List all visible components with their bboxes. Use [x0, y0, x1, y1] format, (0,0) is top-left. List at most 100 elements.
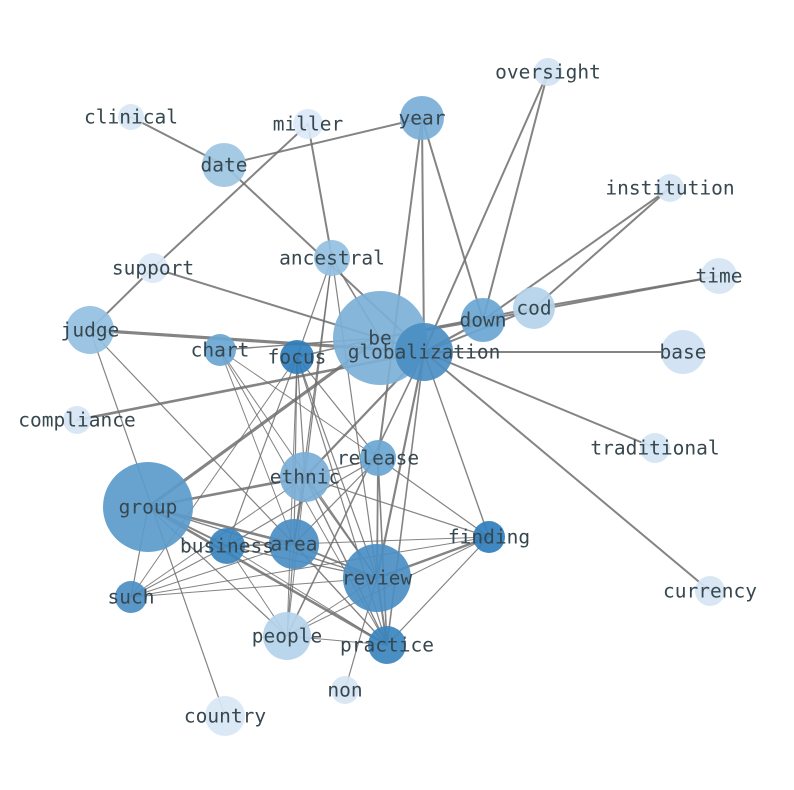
- graph-node-finding[interactable]: [473, 521, 505, 553]
- graph-node-label-globalization: globalization: [348, 341, 501, 364]
- graph-node-focus[interactable]: [280, 340, 314, 374]
- graph-node-traditional[interactable]: [640, 433, 670, 463]
- graph-node-label-group: group: [119, 496, 178, 519]
- graph-node-label-cod: cod: [516, 297, 551, 320]
- graph-node-label-judge: judge: [61, 319, 120, 342]
- graph-edge: [377, 117, 423, 459]
- graph-node-label-review: review: [342, 567, 413, 590]
- graph-edge: [377, 457, 490, 538]
- graph-node-ancestral[interactable]: [314, 240, 350, 276]
- graph-node-label-oversight: oversight: [495, 61, 601, 84]
- graph-edge: [226, 457, 379, 547]
- graph-node-area[interactable]: [269, 519, 319, 569]
- graph-node-label-institution: institution: [605, 177, 734, 200]
- graph-node-label-ethnic: ethnic: [270, 466, 340, 489]
- graph-node-compliance[interactable]: [63, 406, 91, 434]
- graph-edge: [219, 349, 295, 545]
- graph-node-chart[interactable]: [204, 334, 236, 366]
- graph-node-label-area: area: [271, 533, 318, 556]
- graph-node-label-chart: chart: [191, 339, 250, 362]
- graph-edge: [482, 187, 671, 321]
- graph-edge: [421, 117, 484, 321]
- graph-edge: [146, 505, 389, 647]
- graph-edge: [130, 545, 228, 598]
- graph-edge: [482, 71, 549, 321]
- graph-node-cod[interactable]: [513, 287, 555, 329]
- graph-edge: [533, 187, 671, 309]
- nodes-layer: [63, 58, 737, 736]
- graph-node-business[interactable]: [209, 528, 245, 564]
- graph-edge: [304, 476, 490, 538]
- graph-node-label-currency: currency: [663, 580, 757, 603]
- graph-node-people[interactable]: [263, 612, 311, 660]
- graph-edge: [423, 351, 656, 449]
- graph-node-label-miller: miller: [273, 113, 343, 136]
- graph-node-miller[interactable]: [293, 109, 323, 139]
- graph-node-label-date: date: [201, 154, 248, 177]
- graph-node-review[interactable]: [343, 544, 411, 612]
- graph-node-label-base: base: [660, 341, 707, 364]
- graph-edge: [421, 117, 425, 353]
- graph-edge: [130, 543, 295, 598]
- graph-edge: [130, 536, 490, 598]
- graph-edge: [293, 536, 490, 545]
- graph-edge: [307, 123, 333, 259]
- graph-node-base[interactable]: [661, 330, 705, 374]
- graph-node-date[interactable]: [202, 143, 246, 187]
- graph-edge: [423, 351, 490, 538]
- graph-node-such[interactable]: [115, 581, 147, 613]
- graph-node-label-practice: practice: [340, 634, 434, 657]
- graph-node-practice[interactable]: [368, 626, 406, 664]
- graph-edge: [423, 71, 549, 353]
- graph-node-currency[interactable]: [695, 576, 725, 606]
- graph-edge: [152, 123, 309, 269]
- graph-node-label-ancestral: ancestral: [279, 247, 385, 270]
- graph-node-label-focus: focus: [268, 346, 327, 369]
- labels-layer: oversight clinical year miller date instituti…: [18, 61, 757, 728]
- graph-node-globalization[interactable]: [395, 323, 453, 381]
- graph-node-label-finding: finding: [448, 526, 530, 549]
- graph-node-label-people: people: [252, 625, 322, 648]
- graph-edge: [226, 356, 298, 547]
- graph-node-label-time: time: [696, 265, 743, 288]
- graph-node-country[interactable]: [205, 696, 245, 736]
- graph-node-clinical[interactable]: [118, 104, 144, 130]
- graph-edge: [146, 336, 382, 509]
- graph-edge: [219, 349, 379, 459]
- graph-node-label-such: such: [108, 586, 155, 609]
- graph-edge: [293, 356, 298, 545]
- graph-edge: [296, 356, 379, 459]
- graph-node-label-compliance: compliance: [18, 409, 135, 432]
- graph-edge: [386, 536, 490, 646]
- graph-node-judge[interactable]: [66, 306, 114, 354]
- graph-edge: [226, 545, 388, 646]
- graph-node-label-release: release: [337, 447, 419, 470]
- graph-node-release[interactable]: [360, 440, 396, 476]
- edges-layer: [75, 71, 720, 717]
- graph-node-ethnic[interactable]: [280, 452, 330, 502]
- graph-node-time[interactable]: [701, 258, 737, 294]
- graph-node-group[interactable]: [103, 462, 193, 552]
- graph-node-label-year: year: [399, 107, 446, 130]
- graph-node-oversight[interactable]: [534, 58, 562, 86]
- graph-node-label-down: down: [460, 309, 507, 332]
- graph-node-year[interactable]: [400, 96, 444, 140]
- graph-node-down[interactable]: [461, 298, 505, 342]
- graph-node-label-country: country: [184, 705, 266, 728]
- graph-edge: [223, 117, 423, 166]
- graph-edge: [130, 577, 378, 598]
- graph-edge: [423, 351, 711, 592]
- graph-node-label-traditional: traditional: [590, 437, 719, 460]
- graph-node-label-clinical: clinical: [84, 106, 178, 129]
- graph-node-label-be: be: [368, 327, 391, 350]
- graph-node-support[interactable]: [138, 253, 168, 283]
- graph-node-label-non: non: [327, 679, 362, 702]
- graph-node-non[interactable]: [331, 676, 359, 704]
- graph-node-label-support: support: [112, 257, 194, 280]
- graph-edge: [331, 257, 378, 579]
- graph-node-label-business: business: [180, 535, 274, 558]
- graph-edge: [130, 356, 298, 598]
- graph-node-institution[interactable]: [656, 174, 684, 202]
